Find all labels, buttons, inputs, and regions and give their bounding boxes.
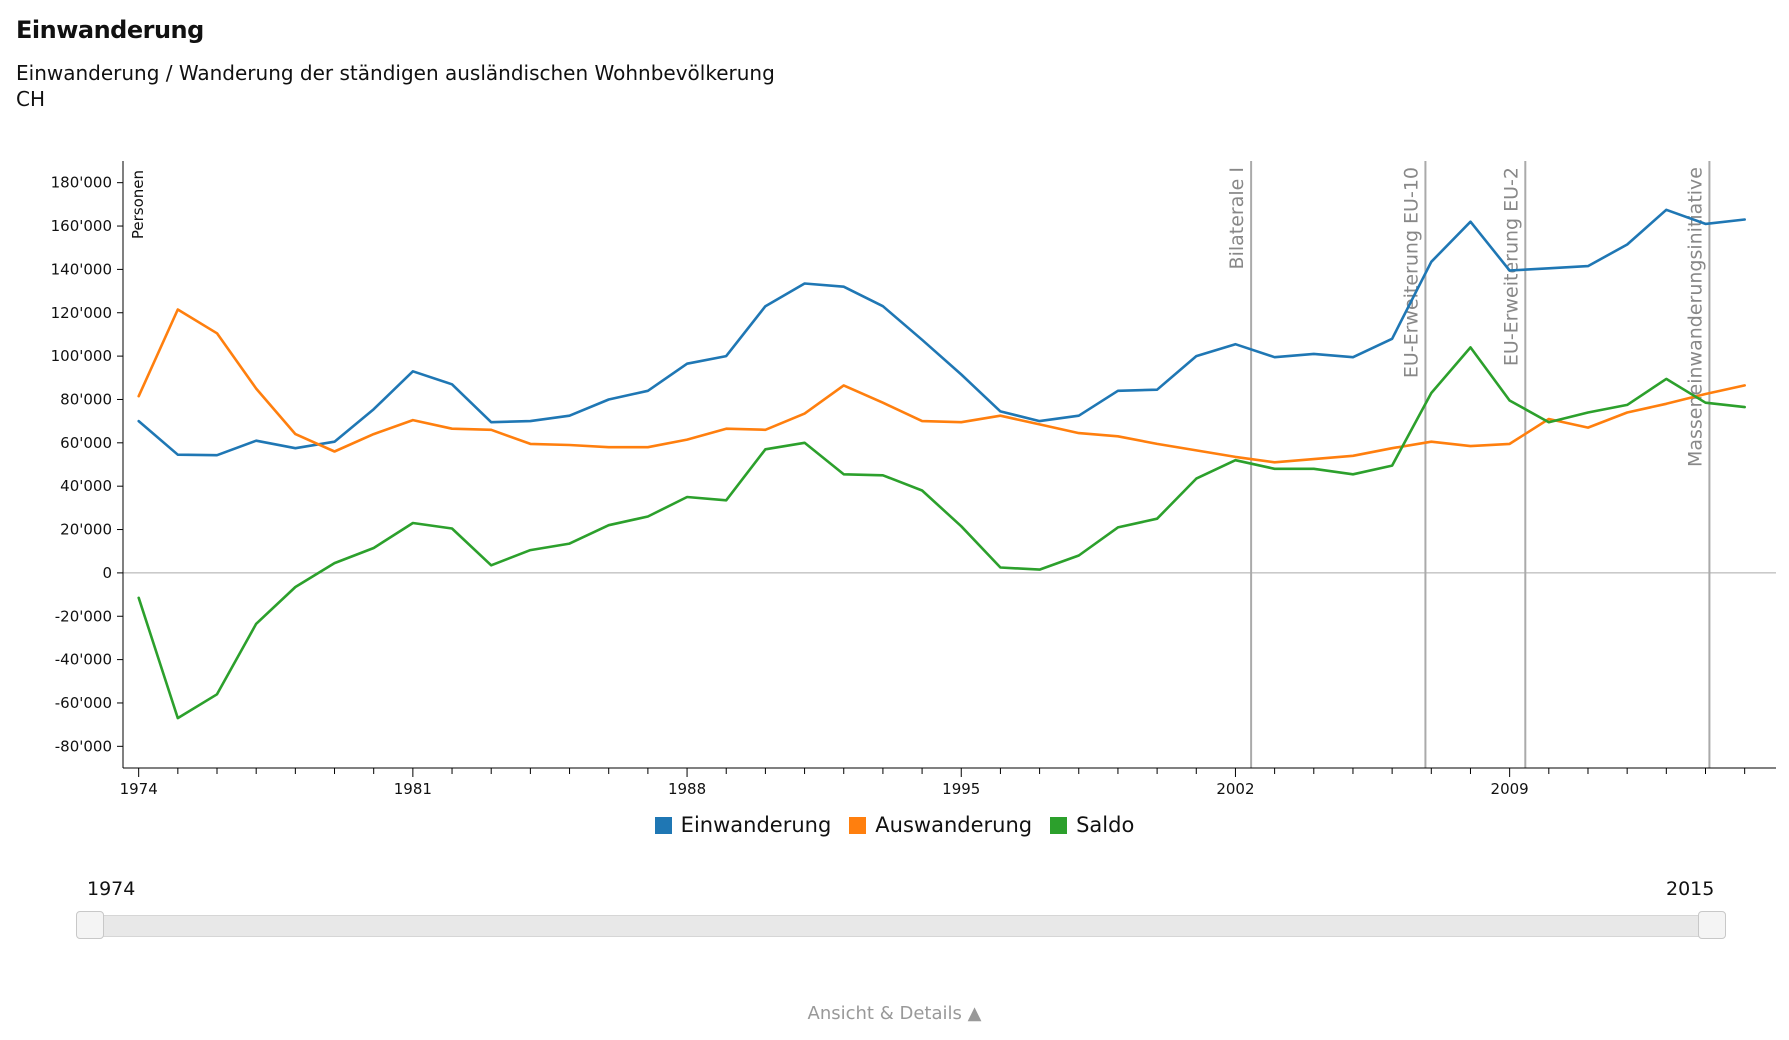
legend-item-auswanderung[interactable]: Auswanderung xyxy=(849,813,1032,837)
x-tick-label: 1988 xyxy=(668,780,706,798)
legend-swatch-einwanderung xyxy=(654,816,672,834)
x-tick-label: 1995 xyxy=(942,780,980,798)
legend-item-saldo[interactable]: Saldo xyxy=(1050,813,1134,837)
y-tick-label: 160'000 xyxy=(51,217,112,235)
subtitle-line-2: CH xyxy=(16,87,46,111)
slider-handle-min[interactable] xyxy=(76,911,104,939)
x-tick-label: 2002 xyxy=(1216,780,1254,798)
y-tick-label: 0 xyxy=(102,564,112,582)
subtitle-line-1: Einwanderung / Wanderung der ständigen a… xyxy=(16,61,775,85)
event-label: EU-Erweiterung EU-10 xyxy=(1400,167,1422,378)
legend-item-einwanderung[interactable]: Einwanderung xyxy=(654,813,832,837)
range-max-label: 2015 xyxy=(1666,878,1715,900)
y-tick-label: 20'000 xyxy=(60,521,112,539)
y-tick-label: -80'000 xyxy=(55,737,112,755)
chart-subtitle: Einwanderung / Wanderung der ständigen a… xyxy=(16,60,775,112)
x-tick-label: 2009 xyxy=(1491,780,1529,798)
year-range-slider[interactable] xyxy=(78,915,1722,937)
details-toggle-button[interactable]: Ansicht & Details ▲ xyxy=(807,1003,982,1024)
y-axis-label: Personen xyxy=(129,170,147,239)
legend-swatch-auswanderung xyxy=(849,816,867,834)
y-tick-label: 140'000 xyxy=(51,260,112,278)
y-tick-label: 80'000 xyxy=(60,390,112,408)
y-tick-label: 100'000 xyxy=(51,347,112,365)
event-markers: Bilaterale I EU-Erweiterung EU-10 EU-Erwei… xyxy=(1226,161,1711,768)
series-line-auswanderung xyxy=(137,308,1746,464)
legend-label-saldo: Saldo xyxy=(1076,813,1135,837)
legend-label-einwanderung: Einwanderung xyxy=(680,813,832,837)
series-line-einwanderung xyxy=(137,208,1746,457)
event-label: Bilaterale I xyxy=(1226,167,1248,269)
event-label: Masseneinwanderungsinitiative xyxy=(1684,167,1706,467)
x-tick-label: 1974 xyxy=(120,780,158,798)
x-tick-label: 1981 xyxy=(394,780,432,798)
series-lines xyxy=(137,208,1746,720)
series-line-saldo xyxy=(137,346,1746,720)
range-min-label: 1974 xyxy=(87,878,136,900)
legend-label-auswanderung: Auswanderung xyxy=(875,813,1033,837)
legend-swatch-saldo xyxy=(1050,816,1068,834)
legend: Einwanderung Auswanderung Saldo xyxy=(0,813,1789,837)
y-tick-label: 120'000 xyxy=(51,304,112,322)
slider-handle-max[interactable] xyxy=(1698,911,1726,939)
axes: 180'000 160'000 140'000 120'000 100'000 80'00… xyxy=(51,161,1776,798)
chart-title: Einwanderung xyxy=(16,16,204,44)
event-label: EU-Erweiterung EU-2 xyxy=(1500,167,1522,366)
y-tick-label: 40'000 xyxy=(60,477,112,495)
y-tick-label: 60'000 xyxy=(60,434,112,452)
y-tick-label: 180'000 xyxy=(51,174,112,192)
line-chart: Bilaterale I EU-Erweiterung EU-10 EU-Erwei… xyxy=(51,161,1776,798)
y-tick-label: -60'000 xyxy=(55,694,112,712)
y-tick-label: -20'000 xyxy=(55,607,112,625)
y-tick-label: -40'000 xyxy=(55,651,112,669)
